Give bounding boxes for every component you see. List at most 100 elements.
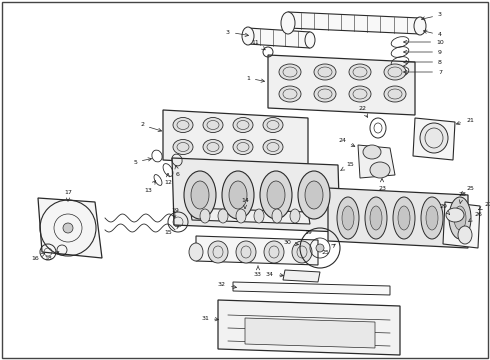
Text: ↓: ↓ xyxy=(172,212,178,218)
Text: 22: 22 xyxy=(358,105,368,117)
Ellipse shape xyxy=(233,117,253,132)
Text: 7: 7 xyxy=(404,69,442,75)
Ellipse shape xyxy=(298,171,330,219)
Text: 26: 26 xyxy=(468,212,482,221)
Text: 21: 21 xyxy=(456,117,474,125)
Text: 3: 3 xyxy=(421,13,442,20)
Polygon shape xyxy=(328,188,468,248)
Ellipse shape xyxy=(222,171,254,219)
Text: 33: 33 xyxy=(254,266,262,276)
Ellipse shape xyxy=(264,241,284,263)
Ellipse shape xyxy=(337,197,359,239)
Ellipse shape xyxy=(236,209,246,223)
Text: 10: 10 xyxy=(404,40,444,45)
Text: 16: 16 xyxy=(31,253,45,261)
Ellipse shape xyxy=(254,209,264,223)
Text: 31: 31 xyxy=(201,315,219,321)
Ellipse shape xyxy=(184,171,216,219)
Text: 3: 3 xyxy=(226,30,248,36)
Text: 6: 6 xyxy=(175,166,180,177)
Ellipse shape xyxy=(305,181,323,209)
Ellipse shape xyxy=(236,241,256,263)
Ellipse shape xyxy=(229,181,247,209)
Text: 32: 32 xyxy=(218,283,237,288)
Text: 19: 19 xyxy=(304,230,312,234)
Text: 1: 1 xyxy=(246,76,265,82)
Ellipse shape xyxy=(426,206,438,230)
Text: 11: 11 xyxy=(251,40,265,50)
Text: 34: 34 xyxy=(266,271,284,277)
Ellipse shape xyxy=(314,64,336,80)
Ellipse shape xyxy=(370,206,382,230)
Text: 14: 14 xyxy=(241,198,249,208)
Polygon shape xyxy=(283,270,320,282)
Ellipse shape xyxy=(281,12,295,34)
Ellipse shape xyxy=(349,64,371,80)
Ellipse shape xyxy=(173,139,193,154)
Ellipse shape xyxy=(449,197,471,239)
Text: 2: 2 xyxy=(140,122,162,132)
Text: 30: 30 xyxy=(283,240,298,246)
Ellipse shape xyxy=(458,226,472,244)
Polygon shape xyxy=(288,12,420,34)
Ellipse shape xyxy=(454,206,466,230)
Ellipse shape xyxy=(189,243,203,261)
Text: 19: 19 xyxy=(171,207,179,212)
Text: 12: 12 xyxy=(164,174,172,184)
Ellipse shape xyxy=(398,206,410,230)
Ellipse shape xyxy=(218,209,228,223)
Ellipse shape xyxy=(200,209,210,223)
Ellipse shape xyxy=(272,209,282,223)
Polygon shape xyxy=(163,110,308,168)
Text: 9: 9 xyxy=(404,49,442,54)
Ellipse shape xyxy=(393,197,415,239)
Ellipse shape xyxy=(191,181,209,209)
Ellipse shape xyxy=(370,162,390,178)
Ellipse shape xyxy=(292,241,312,263)
Polygon shape xyxy=(248,28,310,48)
Ellipse shape xyxy=(173,117,193,132)
Ellipse shape xyxy=(342,206,354,230)
Polygon shape xyxy=(358,145,395,178)
Ellipse shape xyxy=(305,32,315,48)
Polygon shape xyxy=(38,198,102,258)
Text: 25: 25 xyxy=(461,185,474,194)
Text: 25: 25 xyxy=(321,244,335,255)
Polygon shape xyxy=(218,300,400,355)
Text: 28: 28 xyxy=(458,193,466,203)
Polygon shape xyxy=(268,55,415,115)
Ellipse shape xyxy=(263,139,283,154)
Text: 27: 27 xyxy=(479,202,490,210)
Text: 4: 4 xyxy=(423,30,442,37)
Polygon shape xyxy=(196,236,318,265)
Ellipse shape xyxy=(279,86,301,102)
Text: 8: 8 xyxy=(404,59,442,64)
Polygon shape xyxy=(245,318,375,348)
Ellipse shape xyxy=(263,117,283,132)
Ellipse shape xyxy=(208,241,228,263)
Ellipse shape xyxy=(421,197,443,239)
Ellipse shape xyxy=(203,117,223,132)
Ellipse shape xyxy=(267,181,285,209)
Text: 15: 15 xyxy=(341,162,354,170)
Ellipse shape xyxy=(242,27,254,45)
Ellipse shape xyxy=(290,209,300,223)
Ellipse shape xyxy=(349,86,371,102)
Ellipse shape xyxy=(414,17,426,35)
Ellipse shape xyxy=(314,86,336,102)
Text: 5: 5 xyxy=(133,158,151,165)
Ellipse shape xyxy=(420,123,448,153)
Text: 18: 18 xyxy=(44,252,59,261)
Ellipse shape xyxy=(363,145,381,159)
Ellipse shape xyxy=(384,64,406,80)
Ellipse shape xyxy=(446,208,464,222)
Text: 29: 29 xyxy=(439,204,450,215)
Polygon shape xyxy=(443,202,480,248)
Text: 13: 13 xyxy=(144,181,156,193)
Ellipse shape xyxy=(203,139,223,154)
Polygon shape xyxy=(190,208,310,224)
Text: 15: 15 xyxy=(164,226,179,234)
Polygon shape xyxy=(413,118,455,160)
Circle shape xyxy=(316,244,324,252)
Text: 24: 24 xyxy=(338,138,355,147)
